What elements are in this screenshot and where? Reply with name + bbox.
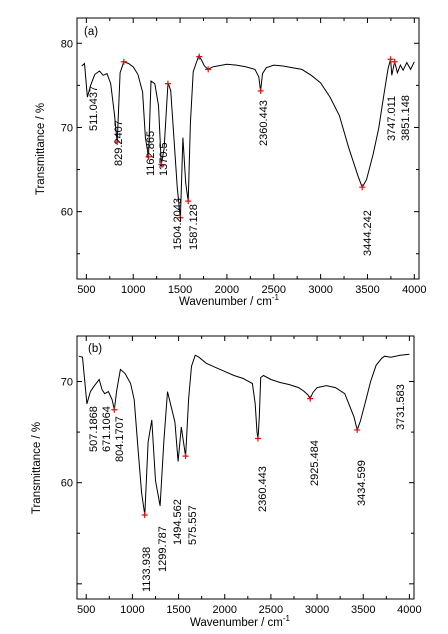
plot-frame-a bbox=[76, 17, 420, 280]
peak-label-575: 575.557 bbox=[187, 505, 199, 545]
peak-label-2360: 2360.443 bbox=[258, 100, 270, 146]
peak-marker-a-7 bbox=[196, 53, 203, 60]
peak-marker-a-2 bbox=[145, 153, 152, 160]
peak-label-3851: 3851.148 bbox=[400, 95, 412, 141]
peak-label-1494: 1494.562 bbox=[172, 499, 184, 545]
panel-label-a: (a) bbox=[84, 26, 98, 38]
spectrum-curve-b bbox=[78, 353, 410, 516]
peak-marker-a-10 bbox=[359, 184, 366, 191]
x-tick-label: 4000 bbox=[402, 284, 426, 296]
peak-label-1162: 1162.865 bbox=[145, 131, 157, 176]
peak-label-2360-b: 2360.443 bbox=[257, 466, 269, 512]
x-tick-label: 2500 bbox=[262, 284, 286, 296]
x-tick-label: 2000 bbox=[212, 604, 236, 616]
x-axis-title-a: Wavenumber / cm-1 bbox=[179, 293, 280, 308]
peak-marker-b-4 bbox=[307, 395, 314, 402]
y-tick-label: 70 bbox=[61, 377, 73, 389]
panel-b: (b) 500 1000 1500 2000 2500 3000 3500 4000 60 70… bbox=[31, 335, 422, 629]
peak-marker-a-6 bbox=[185, 198, 192, 205]
peak-marker-b-2 bbox=[182, 453, 189, 460]
x-axis-ticks-b: 500 1000 1500 2000 2500 3000 3500 4000 bbox=[77, 336, 422, 616]
peak-label-829: 829.2407 bbox=[113, 120, 125, 166]
peak-marker-b-1 bbox=[141, 512, 148, 519]
peak-marker-a-3 bbox=[158, 161, 165, 168]
peak-label-1133: 1133.938 bbox=[141, 547, 153, 592]
x-tick-label: 4000 bbox=[397, 604, 421, 616]
spectrum-line-b-0 bbox=[78, 353, 410, 516]
x-tick-label: 3500 bbox=[355, 284, 379, 296]
x-tick-label: 500 bbox=[77, 604, 95, 616]
peak-label-671: 671.1064 bbox=[101, 406, 113, 452]
peak-marker-a-4 bbox=[164, 80, 171, 87]
y-axis-title-a: Transmittance / % bbox=[35, 103, 47, 195]
peak-marker-a-9 bbox=[257, 87, 264, 94]
x-tick-label: 3500 bbox=[351, 604, 375, 616]
y-tick-label: 80 bbox=[61, 38, 73, 50]
peak-marker-b-0 bbox=[111, 406, 118, 413]
peak-label-507: 507.1868 bbox=[88, 406, 100, 452]
peak-marker-b-5 bbox=[354, 426, 361, 433]
peak-label-1370: 1370.5 bbox=[158, 142, 170, 176]
peak-label-1587: 1587.128 bbox=[188, 204, 200, 250]
x-axis-ticks-a: 500 1000 1500 2000 2500 3000 3500 4000 bbox=[77, 18, 427, 296]
peak-marker-a-8 bbox=[205, 66, 212, 73]
peak-annotations-b: 507.1868 671.1064 804.1707 1133.938 1299… bbox=[88, 384, 407, 592]
x-tick-label: 500 bbox=[77, 284, 95, 296]
peak-label-1299: 1299.787 bbox=[157, 526, 169, 572]
peak-label-3444: 3444.242 bbox=[362, 210, 374, 256]
y-axis-ticks-a: 60 70 80 bbox=[61, 38, 419, 255]
peak-label-3747: 3747.011 bbox=[386, 96, 398, 141]
x-tick-label: 1000 bbox=[121, 284, 145, 296]
panel-label-b: (b) bbox=[88, 343, 102, 355]
x-tick-label: 1500 bbox=[166, 604, 190, 616]
peak-label-804: 804.1707 bbox=[114, 416, 126, 462]
x-tick-label: 2500 bbox=[259, 604, 283, 616]
x-tick-label: 3000 bbox=[305, 604, 329, 616]
x-tick-label: 1000 bbox=[120, 604, 144, 616]
peak-label-2925: 2925.484 bbox=[309, 440, 321, 486]
y-tick-label: 60 bbox=[61, 207, 73, 219]
y-axis-title-b: Transmittance / % bbox=[31, 422, 43, 514]
peak-label-1504: 1504.2043 bbox=[172, 198, 184, 250]
peak-label-3731: 3731.583 bbox=[395, 384, 407, 430]
peak-marker-a-12 bbox=[391, 58, 398, 65]
y-axis-ticks-b: 60 70 bbox=[61, 377, 414, 585]
peak-marker-b-3 bbox=[255, 435, 262, 442]
plot-frame-b bbox=[76, 335, 415, 600]
peak-markers-a bbox=[114, 53, 398, 221]
x-tick-label: 1500 bbox=[168, 284, 192, 296]
x-tick-label: 2000 bbox=[215, 284, 239, 296]
peak-marker-a-11 bbox=[387, 56, 394, 63]
peak-markers-b bbox=[111, 395, 361, 519]
peak-annotations-a: 511.0437 829.2407 1162.865 1370.5 1504.2… bbox=[88, 86, 412, 256]
spectrum-line-a-0 bbox=[81, 54, 415, 219]
spectrum-curve-a bbox=[81, 54, 415, 219]
y-tick-label: 60 bbox=[61, 478, 73, 490]
peak-label-511: 511.0437 bbox=[88, 86, 100, 131]
peak-marker-a-1 bbox=[120, 58, 127, 65]
panel-a: (a) 500 1000 1500 2000 2500 3000 3500 4000 60 70… bbox=[35, 17, 427, 308]
peak-label-3434: 3434.599 bbox=[356, 460, 368, 506]
peak-marker-a-5 bbox=[177, 214, 184, 221]
x-axis-title-b: Wavenumber / cm-1 bbox=[190, 614, 291, 629]
y-tick-label: 70 bbox=[61, 122, 73, 134]
x-tick-label: 3000 bbox=[308, 284, 332, 296]
peak-marker-a-0 bbox=[114, 139, 121, 146]
